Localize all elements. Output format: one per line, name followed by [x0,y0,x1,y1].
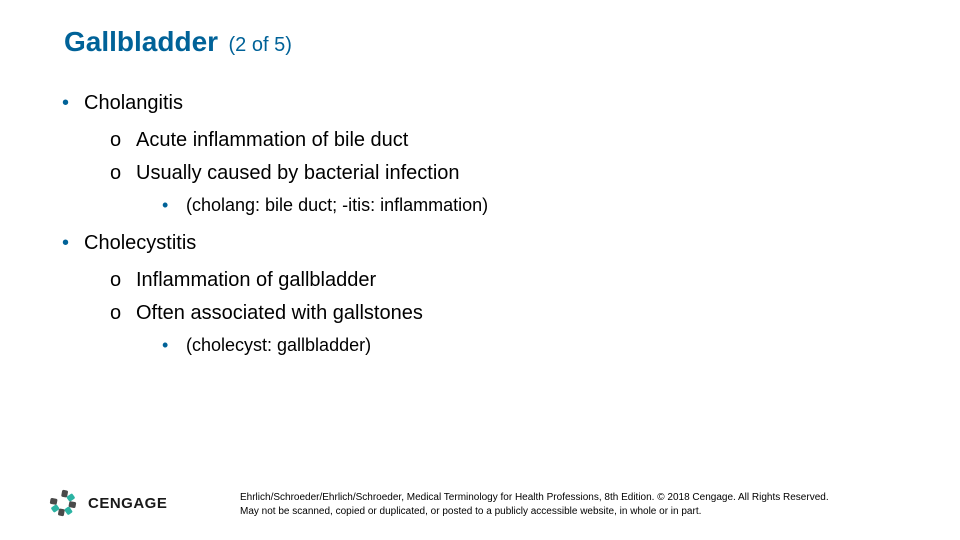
bullet-l3: • (cholecyst: gallbladder) [162,335,882,356]
bullet-dot-icon: • [62,92,84,115]
bullet-circle-icon: o [110,162,136,185]
bullet-l2-text: Often associated with gallstones [136,302,423,325]
bullet-l3: • (cholang: bile duct; -itis: inflammati… [162,195,882,216]
bullet-l1-text: Cholecystitis [84,232,196,255]
bullet-dot-icon: • [62,232,84,255]
slide-title-wrap: Gallbladder (2 of 5) [64,26,292,58]
bullet-l1: • Cholecystitis [62,232,882,255]
bullet-circle-icon: o [110,269,136,292]
bullet-l2: o Acute inflammation of bile duct [110,129,882,152]
bullet-l2: o Usually caused by bacterial infection [110,162,882,185]
copyright-line: Ehrlich/Schroeder/Ehrlich/Schroeder, Med… [240,491,926,505]
bullet-l3-text: (cholang: bile duct; -itis: inflammation… [186,195,488,216]
copyright-line: May not be scanned, copied or duplicated… [240,505,926,519]
slide-content: • Cholangitis o Acute inflammation of bi… [62,92,882,364]
slide: Gallbladder (2 of 5) • Cholangitis o Acu… [0,0,960,540]
brand-logo-icon [48,488,78,518]
bullet-l2: o Inflammation of gallbladder [110,269,882,292]
slide-title-counter: (2 of 5) [229,34,292,56]
bullet-dot-icon: • [162,195,186,216]
slide-title: Gallbladder [64,26,218,57]
bullet-circle-icon: o [110,129,136,152]
bullet-l3-text: (cholecyst: gallbladder) [186,335,371,356]
bullet-dot-icon: • [162,335,186,356]
brand-logo: CENGAGE [48,488,167,518]
bullet-l2: o Often associated with gallstones [110,302,882,325]
bullet-l1: • Cholangitis [62,92,882,115]
bullet-l2-text: Usually caused by bacterial infection [136,162,460,185]
copyright-text: Ehrlich/Schroeder/Ehrlich/Schroeder, Med… [240,491,926,518]
bullet-l1-text: Cholangitis [84,92,183,115]
brand-logo-text: CENGAGE [88,495,167,512]
bullet-l2-text: Inflammation of gallbladder [136,269,376,292]
bullet-circle-icon: o [110,302,136,325]
bullet-l2-text: Acute inflammation of bile duct [136,129,408,152]
